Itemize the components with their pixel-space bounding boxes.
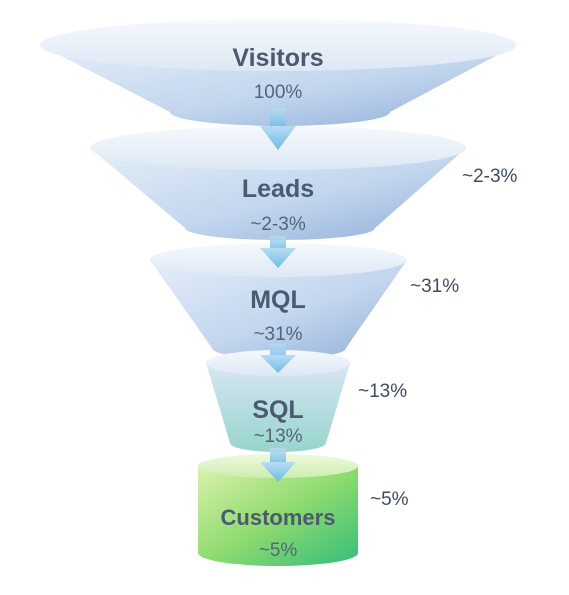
arrow-leads-to-mql <box>260 236 296 268</box>
stage-value-leads: ~2-3% <box>250 214 306 235</box>
arrow-mql-to-sql <box>260 344 296 373</box>
stage-value-customers: ~5% <box>259 540 298 561</box>
stage-visitors <box>40 19 516 126</box>
stage-name-visitors: Visitors <box>232 44 323 72</box>
stage-value-sql: ~13% <box>253 426 302 447</box>
arrow-sql-to-customers <box>260 448 296 482</box>
stage-value-mql: ~31% <box>253 324 302 345</box>
stage-customers <box>198 454 358 566</box>
side-label-leads: ~2-3% <box>462 166 518 187</box>
stage-name-leads: Leads <box>242 175 314 203</box>
side-label-sql: ~13% <box>358 381 407 402</box>
stage-name-sql: SQL <box>252 396 303 424</box>
side-label-customers: ~5% <box>370 489 409 510</box>
side-label-mql: ~31% <box>410 276 459 297</box>
stage-name-mql: MQL <box>250 286 306 314</box>
stage-value-visitors: 100% <box>254 82 303 103</box>
stage-name-customers: Customers <box>221 505 336 530</box>
arrow-visitors-to-leads <box>260 108 296 150</box>
